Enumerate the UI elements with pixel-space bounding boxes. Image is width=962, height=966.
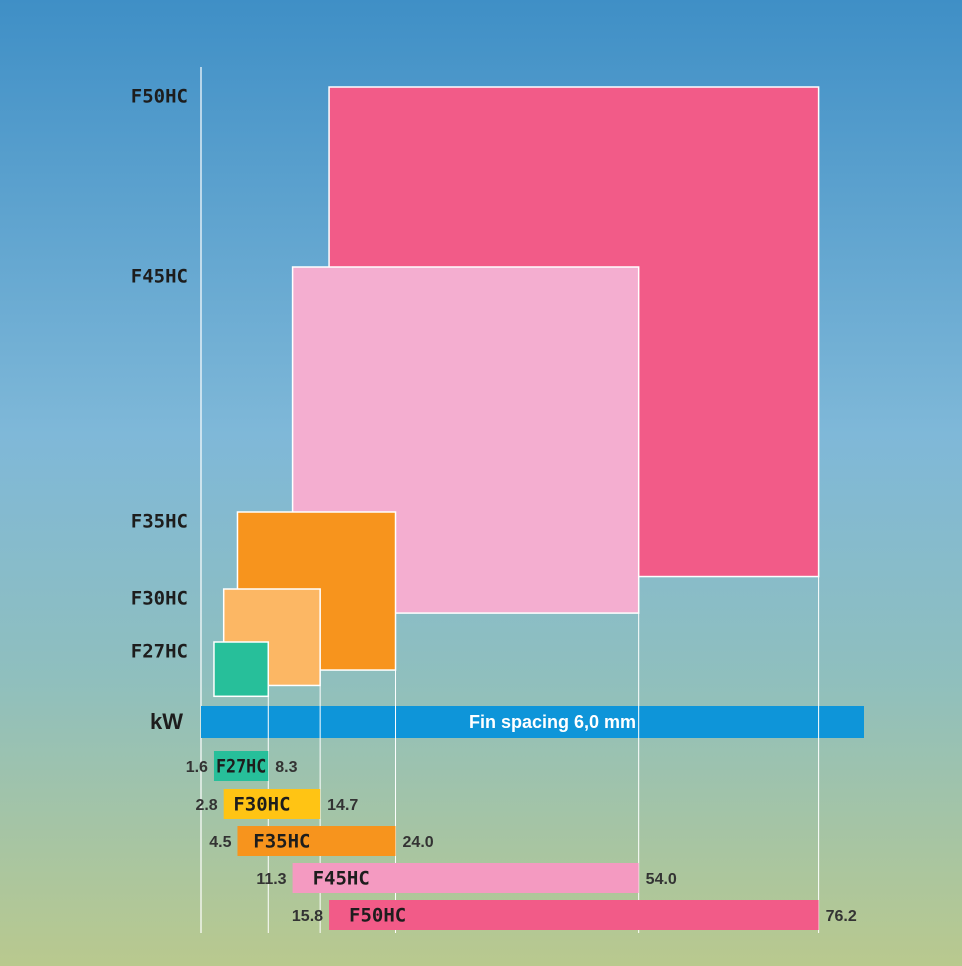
category-label: F27HC — [131, 641, 188, 663]
high-label: 14.7 — [327, 797, 358, 814]
high-label: 76.2 — [826, 908, 857, 925]
bar-category-label: F30HC — [233, 794, 290, 816]
bar-category-label: F50HC — [349, 905, 406, 927]
category-label: F35HC — [131, 511, 188, 533]
low-label: 2.8 — [195, 797, 217, 814]
bar — [292, 863, 639, 893]
category-label: F50HC — [131, 86, 188, 108]
high-label: 8.3 — [275, 759, 297, 776]
category-label: F30HC — [131, 588, 188, 610]
bar-category-label: F45HC — [313, 868, 370, 890]
band — [201, 706, 864, 738]
bar-category-label: F35HC — [253, 831, 310, 853]
bar — [237, 826, 396, 856]
band-label: Fin spacing 6,0 mm — [469, 712, 636, 732]
low-label: 1.6 — [186, 759, 208, 776]
high-label: 54.0 — [646, 871, 677, 888]
low-label: 4.5 — [209, 834, 231, 851]
bar — [223, 789, 321, 819]
square — [213, 641, 270, 698]
high-label: 24.0 — [403, 834, 434, 851]
bar — [213, 751, 269, 781]
axis-label: kW — [150, 709, 183, 734]
bar — [329, 900, 819, 930]
low-label: 15.8 — [292, 908, 323, 925]
low-label: 11.3 — [256, 871, 286, 888]
category-label: F45HC — [131, 266, 188, 288]
bar-category-label: F27HC — [216, 756, 266, 778]
